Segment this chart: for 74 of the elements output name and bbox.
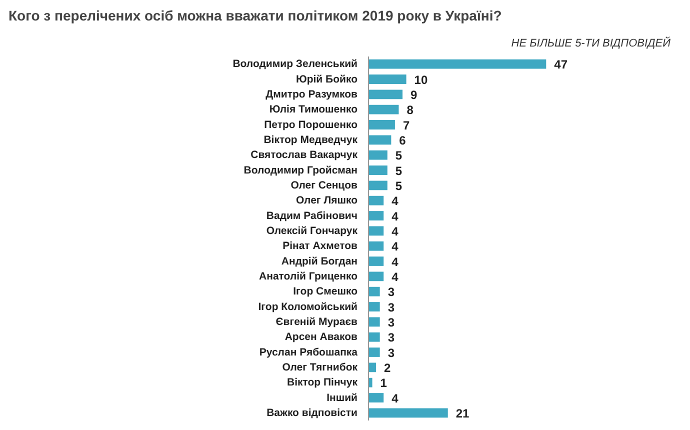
- y-tick-label: Арсен Аваков: [284, 331, 358, 344]
- bar: [368, 180, 388, 190]
- data-label: 4: [392, 224, 399, 238]
- data-label: 4: [392, 209, 399, 224]
- bar: [368, 150, 388, 160]
- y-tick-label: Інший: [326, 392, 358, 404]
- bar: [368, 135, 392, 145]
- bar: [368, 166, 388, 175]
- text: НЕ БІЛЬШЕ 5-ТИ ВІДПОВІДЕЙ: [511, 36, 671, 50]
- data-label: 4: [392, 270, 399, 284]
- y-tick-label: Андрій Богдан: [281, 255, 358, 268]
- data-label: 3: [388, 285, 395, 300]
- data-label: 4: [392, 194, 399, 208]
- y-tick-label: Володимир Гройсман: [244, 164, 358, 176]
- data-label: 5: [395, 148, 402, 163]
- bar: [368, 226, 384, 236]
- bar: [368, 408, 448, 418]
- y-tick-label: Ігор Смешко: [293, 286, 358, 298]
- bar: [368, 272, 384, 282]
- y-tick-label: Святослав Вакарчук: [250, 149, 358, 162]
- bar: [368, 196, 384, 206]
- y-tick-label: Олег Сенцов: [290, 179, 358, 192]
- bar: [368, 378, 372, 388]
- bar: [368, 332, 380, 342]
- bar: [368, 120, 395, 130]
- data-label: 5: [395, 164, 402, 178]
- data-label: 3: [388, 346, 395, 360]
- data-label: 1: [380, 376, 388, 390]
- y-tick-label: Євгеній Мураєв: [276, 316, 358, 328]
- y-tick-label: Юлія Тимошенко: [269, 104, 358, 116]
- data-label: 3: [388, 315, 395, 330]
- y-tick-label: Віктор Медведчук: [264, 134, 358, 146]
- y-tick-label: Олег Ляшко: [296, 194, 358, 207]
- text: Кого з перелічених осіб можна вважати політиком 2019 року в Україні?: [8, 8, 502, 24]
- data-label: 9: [410, 88, 418, 102]
- y-tick-label: Петро Порошенко: [264, 118, 358, 131]
- data-label: 4: [392, 240, 399, 254]
- data-label: 21: [456, 406, 470, 420]
- bar: [368, 74, 406, 84]
- bar: [368, 241, 384, 251]
- data-label: 10: [414, 72, 428, 87]
- data-label: 3: [388, 330, 395, 345]
- bar: [368, 362, 376, 372]
- y-tick-label: Юрій Бойко: [296, 73, 358, 86]
- y-tick-label: Олексій Гончарук: [266, 224, 358, 237]
- y-tick-label: Анатолій Гриценко: [259, 270, 358, 282]
- data-label: 3: [388, 300, 395, 314]
- data-label: 8: [406, 103, 414, 118]
- y-tick-label: Олег Тягнибок: [282, 361, 358, 374]
- bar: [368, 393, 384, 402]
- bar: [368, 211, 384, 220]
- data-label: 47: [554, 58, 568, 72]
- y-tick-label: Руслан Рябошапка: [259, 346, 358, 358]
- y-tick-label: Дмитро Разумков: [266, 88, 358, 100]
- y-tick-label: Рінат Ахметов: [282, 240, 358, 252]
- y-tick-label: Ігор Коломойський: [258, 300, 358, 313]
- bar: [368, 104, 399, 114]
- data-label: 4: [392, 391, 399, 406]
- data-label: 6: [399, 133, 406, 148]
- y-tick-label: Володимир Зеленський: [232, 58, 358, 70]
- bar: [368, 348, 380, 357]
- bar: [368, 59, 546, 69]
- data-label: 5: [395, 178, 402, 193]
- bar: [368, 256, 384, 266]
- bar: [368, 90, 403, 100]
- data-label: 2: [384, 360, 392, 375]
- data-label: 7: [402, 118, 410, 132]
- y-tick-label: Важко відповісти: [266, 406, 358, 419]
- bar: [368, 317, 380, 327]
- bar: [368, 302, 380, 312]
- y-tick-label: Вадим Рабінович: [266, 210, 358, 222]
- data-label: 4: [392, 254, 399, 269]
- bar: [368, 286, 380, 296]
- y-tick-label: Віктор Пінчук: [287, 376, 358, 389]
